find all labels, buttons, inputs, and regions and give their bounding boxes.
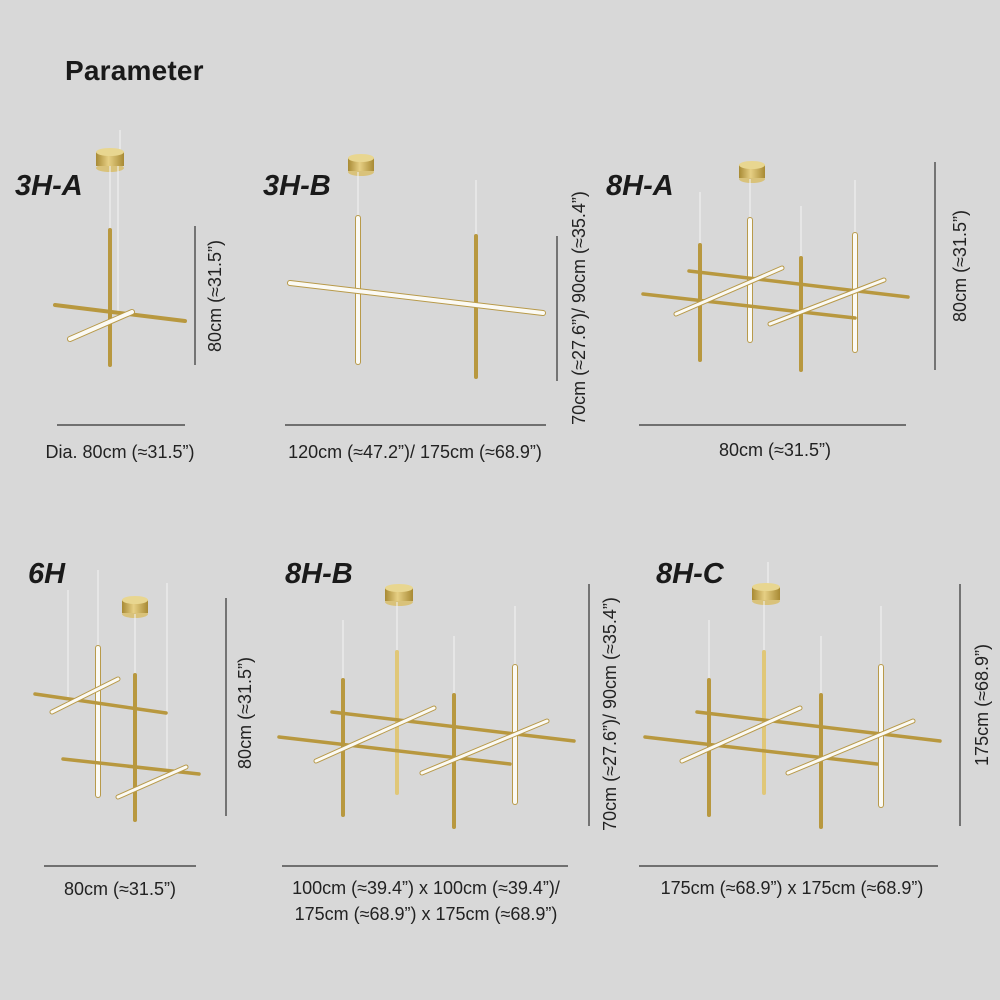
fixture-8h-a [641, 161, 910, 372]
canopy-icon [752, 583, 780, 605]
height-label-8h-b: 70cm (≈27.6”)/ 90cm (≈35.4”) [600, 597, 620, 831]
width-label-8h-b-line2: 175cm (≈68.9”) x 175cm (≈68.9”) [295, 904, 558, 924]
width-label-8h-a: 80cm (≈31.5”) [719, 440, 831, 460]
fixture-8h-c [643, 562, 942, 829]
canopy-icon [385, 584, 413, 606]
height-label-3h-a: 80cm (≈31.5”) [205, 240, 225, 352]
fixture-3h-b [287, 154, 546, 379]
width-label-3h-b: 120cm (≈47.2”)/ 175cm (≈68.9”) [288, 442, 542, 462]
width-label-3h-a: Dia. 80cm (≈31.5”) [46, 442, 195, 462]
height-label-3h-b: 70cm (≈27.6”)/ 90cm (≈35.4”) [569, 191, 589, 425]
model-label-6h: 6H [28, 558, 66, 590]
model-label-8h-a: 8H-A [606, 170, 674, 202]
model-label-3h-b: 3H-B [263, 170, 331, 202]
model-3h-b: 3H-B 70cm (≈27.6”)/ 90cm (≈35.4”) 120cm … [263, 154, 589, 462]
fixture-8h-b [277, 584, 576, 829]
model-8h-a: 8H-A 80cm (≈31.5”) [606, 161, 970, 460]
page-title: Parameter [65, 55, 204, 86]
model-8h-c: 8H-C 175cm (≈68.9”) [639, 558, 992, 898]
height-label-8h-c: 175cm (≈68.9”) [972, 644, 992, 766]
model-label-8h-b: 8H-B [285, 558, 353, 590]
width-label-6h: 80cm (≈31.5”) [64, 879, 176, 899]
width-label-8h-b-line1: 100cm (≈39.4”) x 100cm (≈39.4”)/ [292, 878, 560, 898]
model-6h: 6H 80cm (≈31.5”) 80cm (≈31.5”) [28, 558, 255, 899]
model-3h-a: 3H-A 80cm (≈31.5”) Dia. 80cm (≈31.5”) [15, 130, 225, 462]
fixture-3h-a [53, 130, 187, 367]
model-label-8h-c: 8H-C [656, 558, 725, 590]
width-label-8h-c: 175cm (≈68.9”) x 175cm (≈68.9”) [661, 878, 924, 898]
model-label-3h-a: 3H-A [15, 170, 83, 202]
model-8h-b: 8H-B 70cm (≈27.6”)/ 90cm (≈35.4”) [277, 558, 620, 924]
height-label-8h-a: 80cm (≈31.5”) [950, 210, 970, 322]
height-label-6h: 80cm (≈31.5”) [235, 657, 255, 769]
canopy-icon [122, 596, 148, 618]
canopy-icon [348, 154, 374, 176]
canopy-icon [739, 161, 765, 183]
fixture-6h [33, 570, 201, 822]
